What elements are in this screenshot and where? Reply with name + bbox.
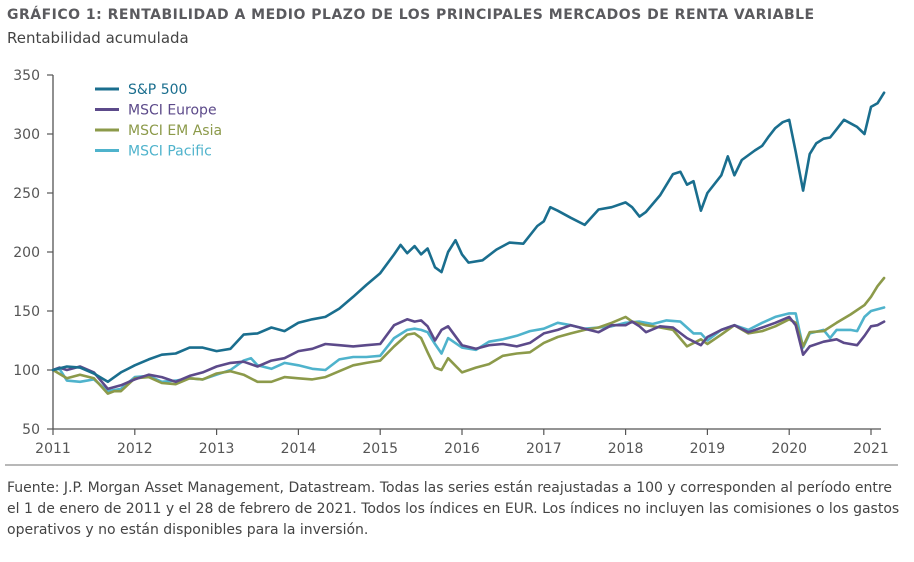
source-note: Fuente: J.P. Morgan Asset Management, Da…	[7, 480, 900, 538]
series-lines	[51, 91, 886, 395]
x-tick-label: 2020	[771, 441, 807, 457]
chart-title: GRÁFICO 1: RENTABILIDAD A MEDIO PLAZO DE…	[7, 7, 815, 23]
legend-label: MSCI EM Asia	[128, 123, 222, 139]
y-tick-label: 300	[13, 127, 40, 143]
x-tick-label: 2017	[526, 441, 562, 457]
x-tick-label: 2021	[853, 441, 889, 457]
x-tick-label: 2018	[608, 441, 644, 457]
y-tick-label: 150	[13, 304, 40, 320]
x-tick-label: 2015	[362, 441, 398, 457]
series-line-s-p-500	[51, 91, 886, 384]
separator-line	[5, 464, 898, 466]
legend-label: MSCI Pacific	[128, 144, 212, 160]
axes: 50 100 150 200 250 300 350 2011 2012 2013 2014 2015…	[13, 68, 889, 457]
legend: S&P 500 MSCI Europe MSCI EM Asia MSCI Pacif…	[95, 82, 222, 160]
series-line-msci-europe	[51, 315, 886, 391]
x-tick-label: 2011	[35, 441, 71, 457]
x-tick-label: 2013	[199, 441, 235, 457]
y-tick-label: 350	[13, 68, 40, 84]
x-tick-label: 2016	[444, 441, 480, 457]
line-chart: 50 100 150 200 250 300 350 2011 2012 2013 2014 2015…	[13, 68, 889, 457]
x-tick-label: 2012	[117, 441, 153, 457]
y-tick-label: 50	[22, 422, 40, 438]
y-tick-label: 200	[13, 245, 40, 261]
legend-label: S&P 500	[128, 82, 187, 98]
series-line-msci-pacific	[51, 306, 886, 393]
chart-subtitle: Rentabilidad acumulada	[7, 29, 189, 47]
y-tick-label: 250	[13, 186, 40, 202]
y-tick-label: 100	[13, 363, 40, 379]
x-tick-label: 2014	[281, 441, 317, 457]
x-tick-label: 2019	[690, 441, 726, 457]
series-line-msci-em-asia	[51, 276, 886, 395]
legend-label: MSCI Europe	[128, 103, 217, 119]
